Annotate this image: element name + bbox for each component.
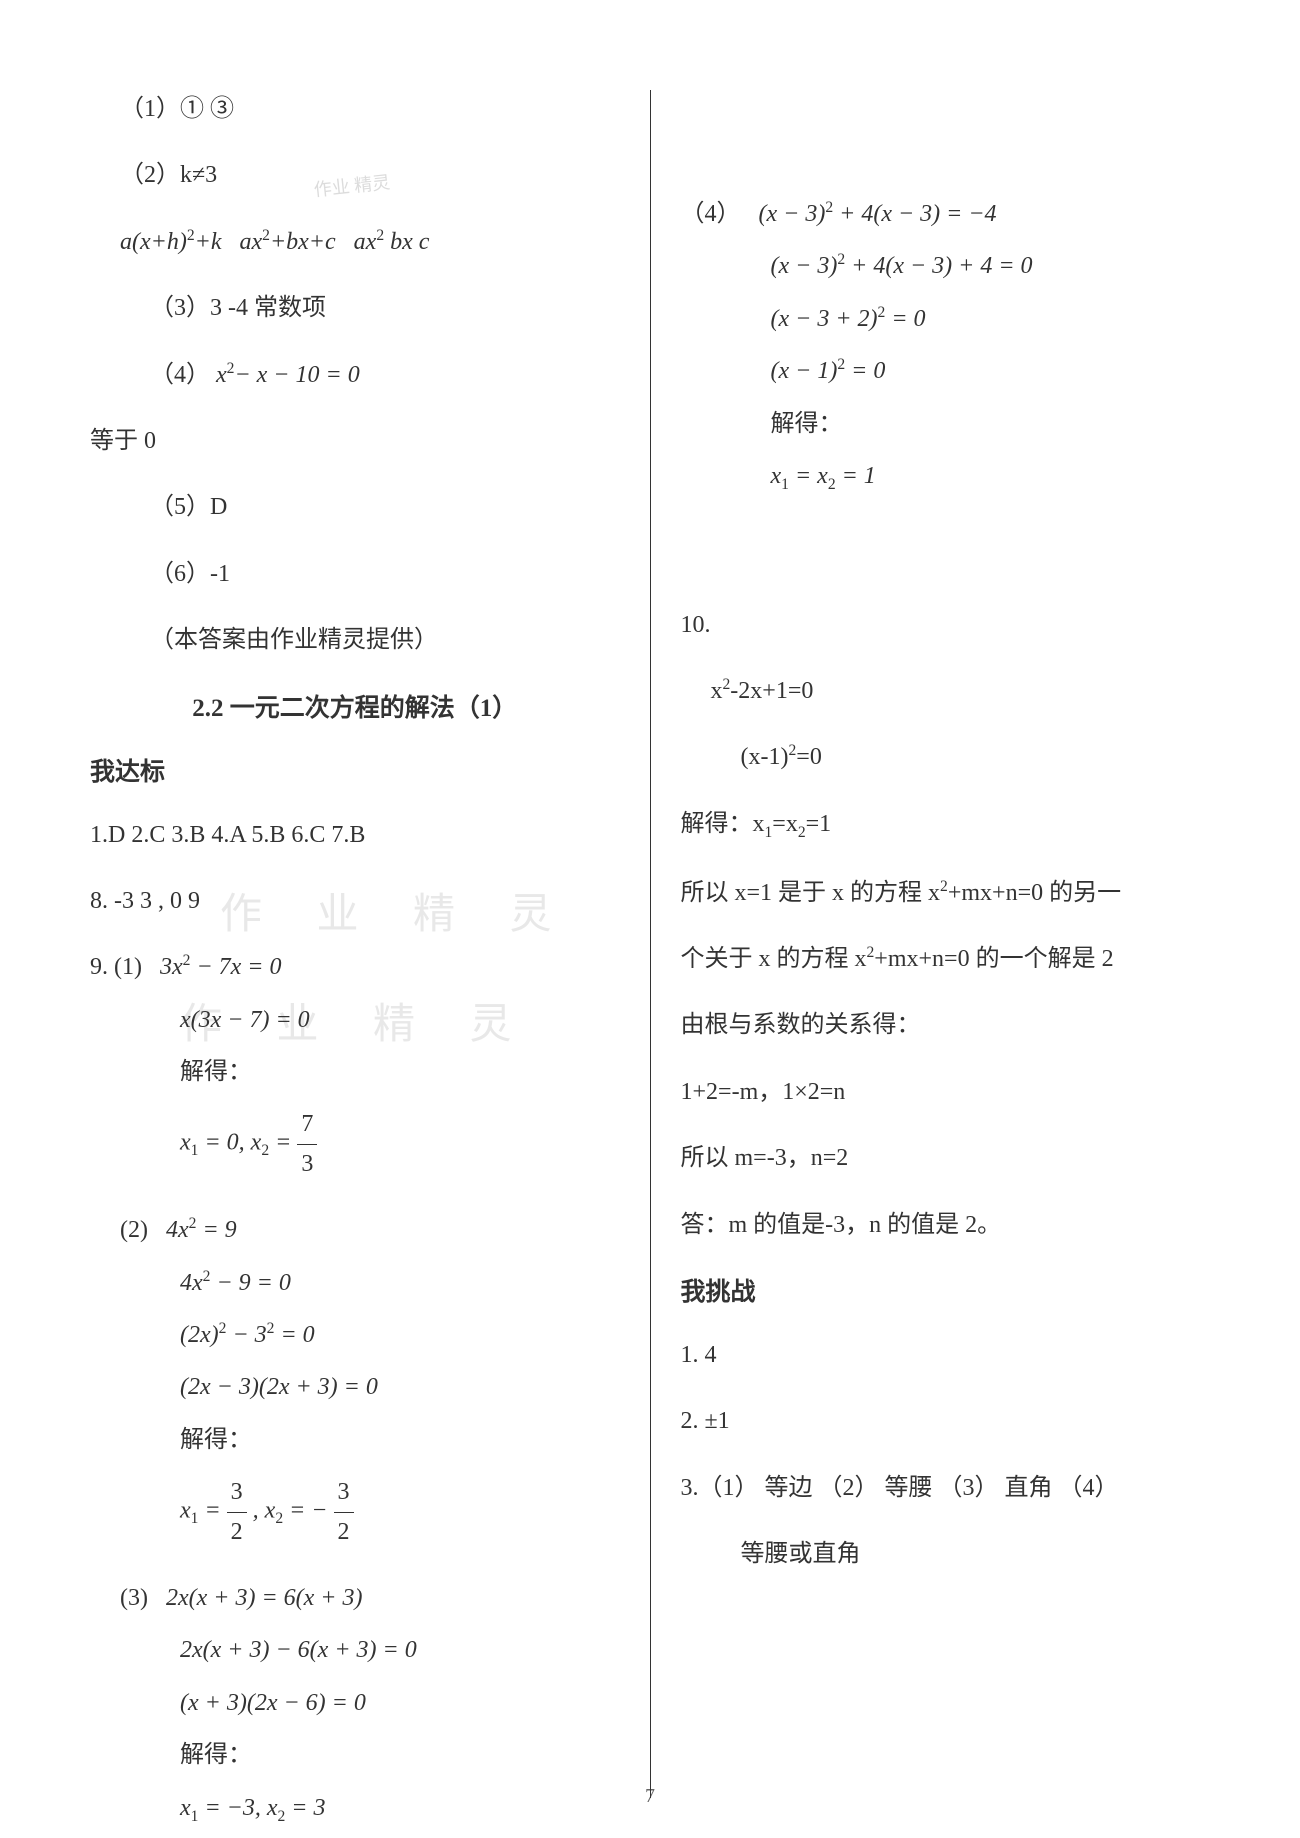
q10-answer: 答：m 的值是-3，n 的值是 2。 xyxy=(681,1206,1211,1244)
answer-2: （2）k≠3 xyxy=(90,156,620,194)
question-9-3: (3) 2x(x + 3) = 6(x + 3) xyxy=(90,1579,620,1617)
p2-solve: 解得： xyxy=(90,1421,620,1459)
p3-step-3: (x + 3)(2x − 6) = 0 xyxy=(90,1684,620,1722)
q10-text-5: 所以 m=-3，n=2 xyxy=(681,1139,1211,1177)
p4-step-3: (x − 3 + 2)2 = 0 xyxy=(681,300,1211,338)
question-10-label: 10. xyxy=(681,606,1211,644)
p4-step-4: (x − 1)2 = 0 xyxy=(681,352,1211,390)
q10-solve: 解得：x1=x2=1 xyxy=(681,805,1211,846)
p2-step-4: (2x − 3)(2x + 3) = 0 xyxy=(90,1368,620,1406)
question-9-4: （4） (x − 3)2 + 4(x − 3) = −4 xyxy=(681,195,1211,233)
q10-text-1: 所以 x=1 是于 x 的方程 x2+mx+n=0 的另一 xyxy=(681,874,1211,912)
left-column: （1）① ③ （2）k≠3 a(x+h)2+k ax2+bx+c ax2 bx … xyxy=(60,90,651,1798)
multiple-choice-answers: 1.D 2.C 3.B 4.A 5.B 6.C 7.B xyxy=(90,816,620,854)
answer-5: （5）D xyxy=(90,488,620,526)
question-9-1: 9. (1) 3x2 − 7x = 0 xyxy=(90,948,620,986)
p4-solve: 解得： xyxy=(681,405,1211,443)
q9-step-2: x(3x − 7) = 0 xyxy=(90,1001,620,1039)
q10-eq1: x2-2x+1=0 xyxy=(681,672,1211,710)
equals-zero: 等于 0 xyxy=(90,422,620,460)
p2-step-3: (2x)2 − 32 = 0 xyxy=(90,1316,620,1354)
credit-note: （本答案由作业精灵提供） xyxy=(90,621,620,659)
challenge-heading: 我挑战 xyxy=(681,1272,1211,1308)
p4-step-2: (x − 3)2 + 4(x − 3) + 4 = 0 xyxy=(681,247,1211,285)
p4-result: x1 = x2 = 1 xyxy=(681,457,1211,498)
challenge-3b: 等腰或直角 xyxy=(681,1535,1211,1573)
p2-result: x1 = 32 , x2 = − 32 xyxy=(90,1473,620,1551)
p3-step-2: 2x(x + 3) − 6(x + 3) = 0 xyxy=(90,1631,620,1669)
question-9-2: (2) 4x2 = 9 xyxy=(90,1211,620,1249)
q10-text-3: 由根与系数的关系得： xyxy=(681,1006,1211,1044)
formula-line: a(x+h)2+k ax2+bx+c ax2 bx c xyxy=(90,223,620,261)
q9-solve: 解得： xyxy=(90,1053,620,1091)
q10-text-4: 1+2=-m，1×2=n xyxy=(681,1073,1211,1111)
question-8: 8. -3 3 , 0 9 xyxy=(90,882,620,920)
q9-result: x1 = 0, x2 = 73 xyxy=(90,1105,620,1183)
q10-text-2: 个关于 x 的方程 x2+mx+n=0 的一个解是 2 xyxy=(681,940,1211,978)
p2-step-2: 4x2 − 9 = 0 xyxy=(90,1264,620,1302)
right-column: （4） (x − 3)2 + 4(x − 3) = −4 (x − 3)2 + … xyxy=(651,90,1241,1798)
answer-6: （6）-1 xyxy=(90,555,620,593)
standard-heading: 我达标 xyxy=(90,752,620,788)
challenge-1: 1. 4 xyxy=(681,1336,1211,1374)
answer-4: （4） x2− x − 10 = 0 xyxy=(90,356,620,394)
challenge-2: 2. ±1 xyxy=(681,1402,1211,1440)
challenge-3: 3.（1） 等边 （2） 等腰 （3） 直角 （4） xyxy=(681,1469,1211,1507)
answer-3: （3）3 -4 常数项 xyxy=(90,289,620,327)
q10-eq2: (x-1)2=0 xyxy=(681,738,1211,776)
section-title: 2.2 一元二次方程的解法（1） xyxy=(90,688,620,724)
answer-1: （1）① ③ xyxy=(90,90,620,128)
p3-solve: 解得： xyxy=(90,1736,620,1774)
p3-result: x1 = −3, x2 = 3 xyxy=(90,1789,620,1830)
